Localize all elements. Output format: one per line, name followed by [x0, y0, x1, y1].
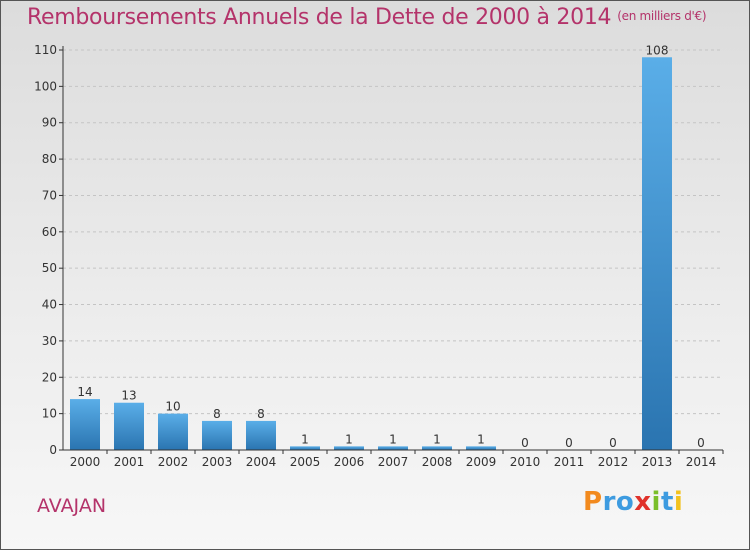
logo-letter: r: [602, 487, 616, 517]
bar: [290, 446, 320, 450]
y-tick-label: 100: [34, 79, 57, 93]
x-axis-ticks: 2000 2001 2002 2003 2004 2005 2006 2007 2008 2009…: [70, 450, 724, 469]
logo-letter: i: [651, 487, 661, 517]
bar: [158, 413, 188, 450]
chart-title-text: Remboursements Annuels de la Dette de 20…: [27, 5, 612, 30]
x-tick-label: 2001: [114, 455, 145, 469]
bar: [378, 446, 408, 450]
chart-title: Remboursements Annuels de la Dette de 20…: [27, 5, 707, 30]
logo-letter: o: [615, 487, 635, 517]
data-label: 13: [121, 389, 136, 403]
data-label: 0: [609, 436, 617, 450]
y-tick-label: 110: [34, 43, 57, 57]
commune-name: AVAJAN: [37, 495, 107, 517]
x-tick-label: 2008: [422, 455, 453, 469]
bar: [466, 446, 496, 450]
data-label: 1: [433, 432, 441, 446]
logo-letter: P: [583, 487, 603, 517]
logo-letter: t: [660, 487, 674, 517]
x-tick-label: 2012: [598, 455, 629, 469]
bar: [70, 399, 100, 450]
x-tick-label: 2007: [378, 455, 409, 469]
x-tick-label: 2006: [334, 455, 365, 469]
x-tick-label: 2011: [554, 455, 585, 469]
y-axis-ticks: 0 10 20 30 40 50 60 70 80 90 100 110: [34, 43, 63, 457]
data-label: 1: [345, 432, 353, 446]
chart-unit: (en milliers d'€): [617, 9, 707, 23]
y-tick-label: 70: [42, 188, 57, 202]
x-tick-label: 2002: [158, 455, 189, 469]
data-label: 1: [301, 432, 309, 446]
x-tick-label: 2010: [510, 455, 541, 469]
x-tick-label: 2005: [290, 455, 321, 469]
x-tick-label: 2009: [466, 455, 497, 469]
bar: [422, 446, 452, 450]
data-label: 10: [165, 400, 180, 414]
x-tick-label: 2003: [202, 455, 233, 469]
data-label: 0: [697, 436, 705, 450]
data-label: 8: [213, 407, 221, 421]
bar: [114, 402, 144, 450]
logo-letter: i: [673, 487, 684, 517]
data-label: 14: [77, 385, 92, 399]
bar: [202, 420, 232, 450]
logo-letter: x: [634, 487, 652, 517]
y-tick-label: 40: [42, 298, 57, 312]
proxiti-logo: Proxiti: [583, 487, 683, 517]
x-tick-label: 2014: [686, 455, 717, 469]
y-tick-label: 10: [42, 407, 57, 421]
x-tick-label: 2013: [642, 455, 673, 469]
y-tick-label: 20: [42, 370, 57, 384]
y-tick-label: 30: [42, 334, 57, 348]
x-tick-label: 2004: [246, 455, 277, 469]
data-label: 8: [257, 407, 265, 421]
bar: [334, 446, 364, 450]
bars: [70, 57, 672, 450]
data-label: 1: [477, 432, 485, 446]
x-tick-label: 2000: [70, 455, 101, 469]
bar: [642, 57, 672, 450]
y-tick-label: 0: [49, 443, 57, 457]
bar: [246, 420, 276, 450]
data-label: 0: [521, 436, 529, 450]
y-tick-label: 80: [42, 152, 57, 166]
grid-lines: [63, 49, 723, 415]
y-tick-label: 50: [42, 261, 57, 275]
data-label: 0: [565, 436, 573, 450]
y-tick-label: 90: [42, 116, 57, 130]
data-label: 108: [646, 43, 669, 57]
y-tick-label: 60: [42, 225, 57, 239]
data-label: 1: [389, 432, 397, 446]
